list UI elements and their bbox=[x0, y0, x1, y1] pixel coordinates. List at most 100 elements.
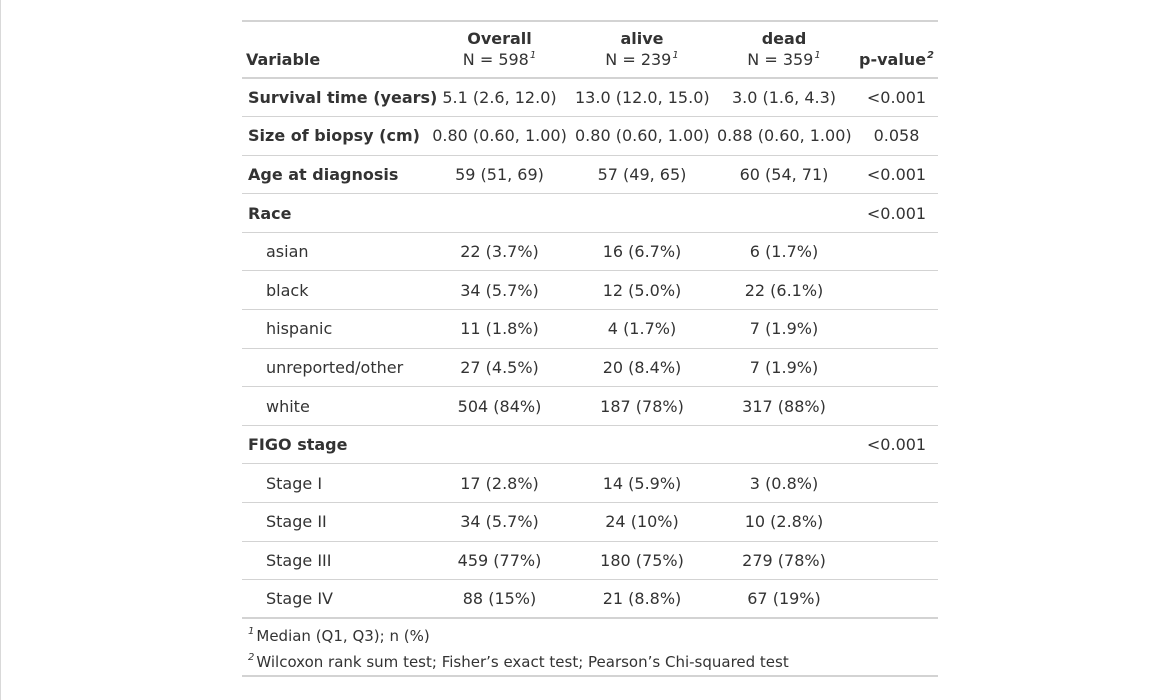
cell-dead bbox=[713, 425, 855, 465]
table-row: Survival time (years) 5.1 (2.6, 12.0) 13.0… bbox=[242, 78, 938, 118]
cell-alive: 14 (5.9%) bbox=[571, 463, 713, 504]
table-row: Race <0.001 bbox=[242, 193, 938, 233]
cell-overall: 504 (84%) bbox=[428, 386, 571, 426]
footnote-mark: 1 bbox=[248, 626, 255, 638]
footnote-text: Wilcoxon rank sum test; Fisher’s exact t… bbox=[256, 653, 789, 672]
summary-table-container: Variable Overall N = 5981 alive N = 2391… bbox=[242, 20, 938, 678]
cell-overall: 17 (2.8%) bbox=[428, 463, 571, 504]
cell-overall: 0.80 (0.60, 1.00) bbox=[428, 116, 571, 156]
row-label: FIGO stage bbox=[242, 425, 428, 465]
cell-alive: 20 (8.4%) bbox=[571, 348, 713, 388]
cell-dead: 317 (88%) bbox=[713, 386, 855, 426]
table-body: Survival time (years) 5.1 (2.6, 12.0) 13.0… bbox=[242, 78, 938, 620]
row-label: Stage III bbox=[242, 541, 428, 581]
cell-overall: 11 (1.8%) bbox=[428, 309, 571, 349]
cell-pvalue: <0.001 bbox=[855, 425, 938, 465]
table-row: Stage IV 88 (15%) 21 (8.8%) 67 (19%) bbox=[242, 579, 938, 620]
cell-dead: 3.0 (1.6, 4.3) bbox=[713, 78, 855, 118]
cell-pvalue bbox=[855, 502, 938, 542]
row-label: Age at diagnosis bbox=[242, 155, 428, 195]
cell-overall: 459 (77%) bbox=[428, 541, 571, 581]
cell-dead: 3 (0.8%) bbox=[713, 463, 855, 504]
header-alive-label: alive bbox=[620, 29, 664, 48]
cell-overall: 34 (5.7%) bbox=[428, 270, 571, 311]
row-label: white bbox=[242, 386, 428, 426]
cell-pvalue: <0.001 bbox=[855, 193, 938, 233]
header-pvalue: p-value2 bbox=[855, 21, 938, 79]
table-footnotes: 1 Median (Q1, Q3); n (%) 2 Wilcoxon rank su… bbox=[242, 619, 938, 678]
cell-overall: 22 (3.7%) bbox=[428, 232, 571, 272]
cell-dead: 60 (54, 71) bbox=[713, 155, 855, 195]
cell-pvalue bbox=[855, 309, 938, 349]
cell-pvalue bbox=[855, 579, 938, 620]
cell-alive bbox=[571, 425, 713, 465]
footnote-mark: 2 bbox=[248, 652, 255, 664]
cell-pvalue bbox=[855, 348, 938, 388]
header-dead-label: dead bbox=[761, 29, 807, 48]
cell-alive: 12 (5.0%) bbox=[571, 270, 713, 311]
cell-overall: 5.1 (2.6, 12.0) bbox=[428, 78, 571, 118]
footnote-line: 2 Wilcoxon rank sum test; Fisher’s exact … bbox=[248, 649, 938, 675]
cell-pvalue bbox=[855, 270, 938, 311]
cell-alive: 187 (78%) bbox=[571, 386, 713, 426]
table-row: hispanic 11 (1.8%) 4 (1.7%) 7 (1.9%) bbox=[242, 309, 938, 349]
row-label: unreported/other bbox=[242, 348, 428, 388]
cell-pvalue bbox=[855, 232, 938, 272]
cell-pvalue: 0.058 bbox=[855, 116, 938, 156]
cell-overall: 34 (5.7%) bbox=[428, 502, 571, 542]
cell-pvalue: <0.001 bbox=[855, 155, 938, 195]
cell-alive: 180 (75%) bbox=[571, 541, 713, 581]
header-alive: alive N = 2391 bbox=[571, 21, 713, 79]
cell-alive: 16 (6.7%) bbox=[571, 232, 713, 272]
cell-dead: 279 (78%) bbox=[713, 541, 855, 581]
row-label: asian bbox=[242, 232, 428, 272]
row-label: Survival time (years) bbox=[242, 78, 437, 118]
table-row: Stage II 34 (5.7%) 24 (10%) 10 (2.8%) bbox=[242, 502, 938, 542]
cell-alive: 24 (10%) bbox=[571, 502, 713, 542]
table-row: Stage III 459 (77%) 180 (75%) 279 (78%) bbox=[242, 541, 938, 581]
cell-dead: 0.88 (0.60, 1.00) bbox=[713, 116, 855, 156]
cell-dead: 7 (1.9%) bbox=[713, 309, 855, 349]
cell-dead: 7 (1.9%) bbox=[713, 348, 855, 388]
table-row: black 34 (5.7%) 12 (5.0%) 22 (6.1%) bbox=[242, 270, 938, 311]
row-label: Stage II bbox=[242, 502, 428, 542]
cell-alive: 57 (49, 65) bbox=[571, 155, 713, 195]
cell-dead bbox=[713, 193, 855, 233]
table-row: unreported/other 27 (4.5%) 20 (8.4%) 7 (1.9… bbox=[242, 348, 938, 388]
table-header-row: Variable Overall N = 5981 alive N = 2391… bbox=[242, 21, 938, 79]
row-label: Race bbox=[242, 193, 428, 233]
footnote-mark: 2 bbox=[927, 50, 935, 61]
cell-alive: 0.80 (0.60, 1.00) bbox=[571, 116, 713, 156]
cell-alive: 13.0 (12.0, 15.0) bbox=[571, 78, 713, 118]
table-row: FIGO stage <0.001 bbox=[242, 425, 938, 465]
header-overall-n: N = 5981 bbox=[462, 50, 537, 69]
cell-pvalue bbox=[855, 386, 938, 426]
row-label: Stage IV bbox=[242, 579, 428, 620]
table-row: white 504 (84%) 187 (78%) 317 (88%) bbox=[242, 386, 938, 426]
row-label: black bbox=[242, 270, 428, 311]
table-row: Stage I 17 (2.8%) 14 (5.9%) 3 (0.8%) bbox=[242, 463, 938, 504]
cell-overall: 88 (15%) bbox=[428, 579, 571, 620]
row-label: Size of biopsy (cm) bbox=[242, 116, 428, 156]
header-pvalue-label: p-value bbox=[859, 50, 927, 69]
cell-pvalue bbox=[855, 463, 938, 504]
row-label: Stage I bbox=[242, 463, 428, 504]
header-overall-label: Overall bbox=[467, 29, 532, 48]
footnote-line: 1 Median (Q1, Q3); n (%) bbox=[248, 623, 938, 649]
cell-pvalue: <0.001 bbox=[855, 78, 938, 118]
cell-overall: 27 (4.5%) bbox=[428, 348, 571, 388]
header-variable: Variable bbox=[242, 21, 428, 79]
cell-overall bbox=[428, 193, 571, 233]
footnote-mark: 1 bbox=[814, 50, 821, 61]
cell-overall bbox=[428, 425, 571, 465]
footnote-mark: 1 bbox=[672, 50, 679, 61]
summary-table: Variable Overall N = 5981 alive N = 2391… bbox=[242, 20, 938, 620]
cell-dead: 10 (2.8%) bbox=[713, 502, 855, 542]
table-row: asian 22 (3.7%) 16 (6.7%) 6 (1.7%) bbox=[242, 232, 938, 272]
cell-dead: 67 (19%) bbox=[713, 579, 855, 620]
cell-alive: 4 (1.7%) bbox=[571, 309, 713, 349]
cell-alive bbox=[571, 193, 713, 233]
header-dead-n: N = 3591 bbox=[747, 50, 821, 69]
row-label: hispanic bbox=[242, 309, 428, 349]
